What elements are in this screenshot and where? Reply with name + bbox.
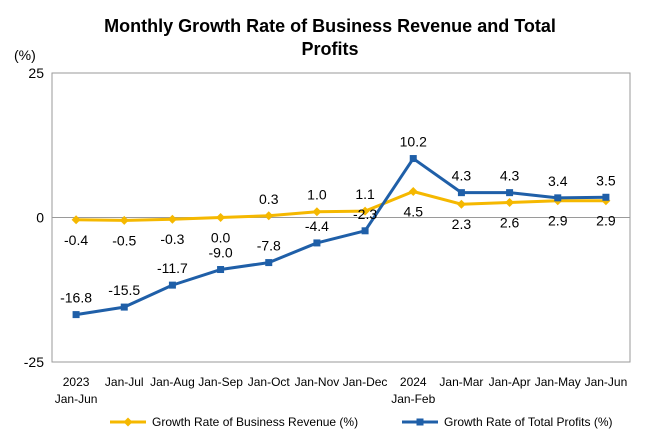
data-point	[409, 155, 417, 163]
data-label: -2.3	[353, 206, 377, 222]
data-label: 10.2	[400, 134, 427, 150]
data-label: -15.5	[108, 282, 140, 298]
legend-marker	[123, 417, 133, 427]
legend-marker	[416, 418, 424, 426]
data-point	[602, 193, 610, 201]
x-tick-label: Jan-Oct	[248, 375, 291, 389]
data-label: 0.0	[211, 230, 231, 246]
data-point	[120, 303, 128, 311]
legend-label: Growth Rate of Total Profits (%)	[444, 415, 613, 429]
x-tick-label: Jan-Mar	[439, 375, 483, 389]
chart-title-line1: Monthly Growth Rate of Business Revenue …	[104, 16, 556, 36]
data-label: -0.3	[160, 231, 184, 247]
data-point	[265, 259, 273, 267]
x-tick-label: Jan-May	[535, 375, 581, 389]
data-label: -11.7	[157, 260, 188, 276]
data-point	[216, 213, 226, 222]
data-label: 1.0	[307, 187, 327, 203]
data-point	[312, 207, 322, 217]
data-label: -9.0	[209, 245, 233, 261]
data-label: 2.6	[500, 214, 520, 230]
series-line-1	[76, 189, 606, 222]
data-point	[119, 215, 129, 225]
y-unit-label: (%)	[14, 47, 36, 63]
x-tick-label: Jan-Dec	[343, 375, 388, 389]
data-point	[505, 197, 515, 207]
data-label: 4.3	[452, 168, 472, 184]
chart-title-line2: Profits	[301, 39, 358, 59]
data-point	[217, 266, 225, 274]
data-point	[264, 211, 274, 221]
x-tick-label: Jan-Aug	[150, 375, 195, 389]
data-label: 2.9	[548, 213, 568, 229]
data-point	[167, 214, 177, 224]
y-tick-label: 25	[28, 65, 44, 81]
x-tick-label: Jan-Apr	[489, 375, 531, 389]
x-tick-label: 2023	[63, 375, 90, 389]
data-point	[408, 186, 418, 196]
data-point	[456, 199, 466, 209]
data-label: -0.5	[112, 232, 136, 248]
data-label: 2.9	[596, 213, 616, 229]
y-tick-label: -25	[24, 354, 44, 370]
data-point	[457, 189, 465, 197]
data-point	[506, 189, 514, 197]
data-label: -7.8	[257, 238, 281, 254]
x-tick-label: Jan-Jul	[105, 375, 144, 389]
data-label: -0.4	[64, 232, 88, 248]
series-layer	[71, 155, 611, 319]
x-tick-label: Jan-Feb	[391, 392, 435, 406]
data-point	[72, 311, 80, 319]
data-label: 3.5	[596, 172, 616, 188]
data-label: -16.8	[60, 290, 92, 306]
data-point	[361, 227, 369, 235]
data-label: 4.3	[500, 168, 520, 184]
x-tick-label: Jan-Jun	[585, 375, 628, 389]
x-tick-label: Jan-Jun	[55, 392, 98, 406]
data-point	[554, 194, 562, 202]
data-label: 1.1	[355, 186, 375, 202]
legend-label: Growth Rate of Business Revenue (%)	[152, 415, 358, 429]
data-point	[360, 206, 370, 216]
data-point	[71, 215, 81, 225]
x-tick-label: Jan-Nov	[295, 375, 340, 389]
data-label: 4.5	[404, 203, 424, 219]
data-label: 0.3	[259, 191, 279, 207]
x-tick-label: 2024	[400, 375, 427, 389]
data-label: 3.4	[548, 173, 568, 189]
x-tick-label: Jan-Sep	[198, 375, 243, 389]
data-label: -4.4	[305, 218, 329, 234]
series-line-2	[75, 157, 606, 317]
data-point	[313, 239, 321, 247]
axes: 25 0 -25 2023 Jan-Jun Jan-Jul Jan-Aug Jan-Sep Ja…	[24, 65, 631, 406]
data-point	[168, 281, 176, 289]
data-label: 2.3	[452, 216, 472, 232]
legend: Growth Rate of Business Revenue (%) Growt…	[110, 415, 613, 429]
y-tick-label: 0	[36, 210, 44, 226]
data-labels-layer: -0.4 -0.5 -0.3 0.0 0.3 1.0 1.1 4.5 2.3 2.6 2.9 2.9 -…	[60, 134, 616, 306]
